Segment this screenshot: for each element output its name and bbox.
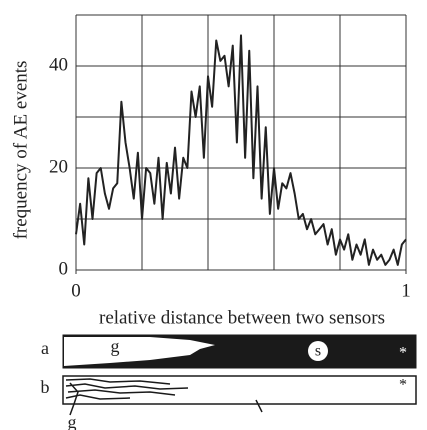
- y-tick-label: 0: [59, 258, 69, 279]
- y-tick-label: 20: [49, 156, 68, 177]
- x-tick-label: 1: [401, 280, 411, 301]
- y-tick-label: 40: [49, 54, 68, 75]
- region: [64, 337, 215, 366]
- x-axis-label: relative distance between two sensors: [99, 307, 385, 328]
- below-label: g: [68, 412, 77, 430]
- center-label: s: [315, 343, 321, 360]
- y-axis-label: frequency of AE events: [10, 61, 31, 240]
- x-tick-label: 0: [71, 280, 81, 301]
- diagram-label: a: [41, 338, 49, 358]
- end-label: *: [399, 345, 407, 362]
- data-line: [75, 34, 407, 266]
- diagram-label: b: [41, 377, 50, 397]
- region-label: g: [111, 336, 120, 356]
- cracks: [65, 378, 263, 416]
- marker: [308, 341, 328, 361]
- chart: 0 20 40 0 1: [49, 14, 411, 301]
- end-label: *: [399, 377, 407, 394]
- specimen-bar: [62, 375, 417, 405]
